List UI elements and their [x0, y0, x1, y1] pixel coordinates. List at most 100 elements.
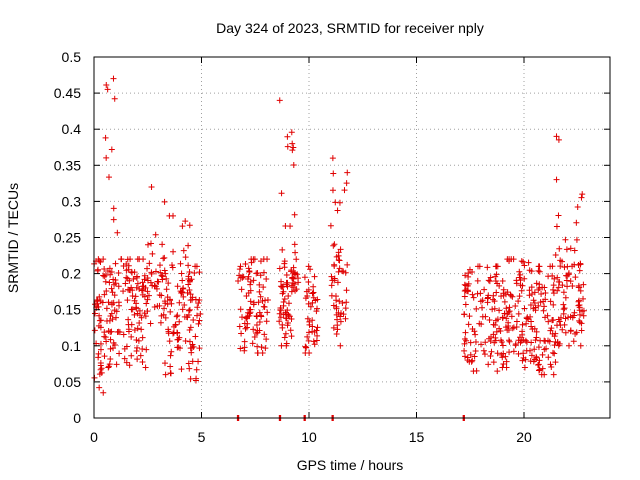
data-point — [519, 321, 526, 328]
data-point — [195, 320, 202, 327]
data-point — [159, 241, 166, 248]
data-point — [137, 352, 144, 359]
y-tick-label: 0 — [73, 410, 81, 426]
data-point — [282, 330, 289, 337]
data-point — [279, 321, 286, 328]
data-point — [144, 308, 151, 315]
data-point — [156, 292, 163, 299]
data-point — [134, 310, 141, 317]
data-point — [129, 287, 136, 294]
plot-frame — [93, 56, 611, 419]
x-axis-label: GPS time / hours — [297, 457, 404, 473]
data-point — [112, 280, 119, 287]
data-point — [187, 291, 194, 298]
data-point — [97, 346, 104, 353]
data-point — [541, 303, 548, 310]
data-point — [114, 229, 121, 236]
data-point — [96, 384, 103, 391]
data-point — [97, 359, 104, 366]
data-point — [285, 300, 292, 307]
data-point — [494, 368, 501, 375]
data-point — [311, 273, 318, 280]
data-point — [540, 307, 547, 314]
data-point — [136, 256, 143, 263]
data-point — [573, 236, 580, 243]
data-point — [335, 268, 342, 275]
data-point — [342, 315, 349, 322]
data-point — [192, 296, 199, 303]
data-point — [280, 288, 287, 295]
data-point — [516, 274, 523, 281]
data-point — [577, 342, 584, 349]
data-point — [302, 343, 309, 350]
data-point — [552, 330, 559, 337]
data-point — [329, 155, 336, 162]
data-point — [562, 315, 569, 322]
data-point — [547, 327, 554, 334]
data-point — [134, 356, 141, 363]
data-point — [529, 290, 536, 297]
data-point — [555, 342, 562, 349]
data-point — [548, 325, 555, 332]
data-point — [528, 352, 535, 359]
data-point — [250, 299, 257, 306]
data-point — [167, 352, 174, 359]
data-point — [550, 286, 557, 293]
data-point — [527, 302, 534, 309]
data-point — [174, 283, 181, 290]
data-point — [278, 342, 285, 349]
data-point — [552, 252, 559, 259]
data-point — [480, 347, 487, 354]
data-point — [332, 293, 339, 300]
data-point — [139, 345, 146, 352]
data-point — [461, 281, 468, 288]
data-point — [570, 338, 577, 345]
data-point — [112, 260, 119, 267]
data-point — [139, 291, 146, 298]
data-point — [282, 222, 289, 229]
data-point — [194, 304, 201, 311]
data-point — [102, 278, 109, 285]
data-point — [180, 293, 187, 300]
data-point — [250, 277, 257, 284]
data-point — [503, 315, 510, 322]
data-point — [515, 310, 522, 317]
data-point — [138, 287, 145, 294]
data-point — [162, 371, 169, 378]
data-point — [527, 313, 534, 320]
data-point — [161, 254, 168, 261]
data-point — [143, 300, 150, 307]
data-point — [132, 293, 139, 300]
data-point — [492, 278, 499, 285]
data-point — [503, 305, 510, 312]
data-point — [261, 303, 268, 310]
data-point — [170, 330, 177, 337]
data-point — [196, 345, 203, 352]
data-point — [536, 281, 543, 288]
data-point — [196, 269, 203, 276]
data-point — [560, 301, 567, 308]
data-point — [468, 358, 475, 365]
data-point — [185, 307, 192, 314]
data-point — [261, 331, 268, 338]
data-point — [304, 333, 311, 340]
data-point — [528, 284, 535, 291]
data-point — [542, 345, 549, 352]
data-point — [177, 288, 184, 295]
data-point — [580, 312, 587, 319]
data-point — [496, 325, 503, 332]
data-point — [133, 337, 140, 344]
data-point — [193, 375, 200, 382]
data-point — [191, 270, 198, 277]
data-point — [501, 310, 508, 317]
data-point — [541, 284, 548, 291]
data-point — [179, 277, 186, 284]
data-point — [144, 296, 151, 303]
data-point — [260, 284, 267, 291]
data-point — [305, 337, 312, 344]
data-point — [336, 265, 343, 272]
data-point — [494, 350, 501, 357]
data-point — [498, 351, 505, 358]
data-point — [559, 258, 566, 265]
data-point — [533, 334, 540, 341]
